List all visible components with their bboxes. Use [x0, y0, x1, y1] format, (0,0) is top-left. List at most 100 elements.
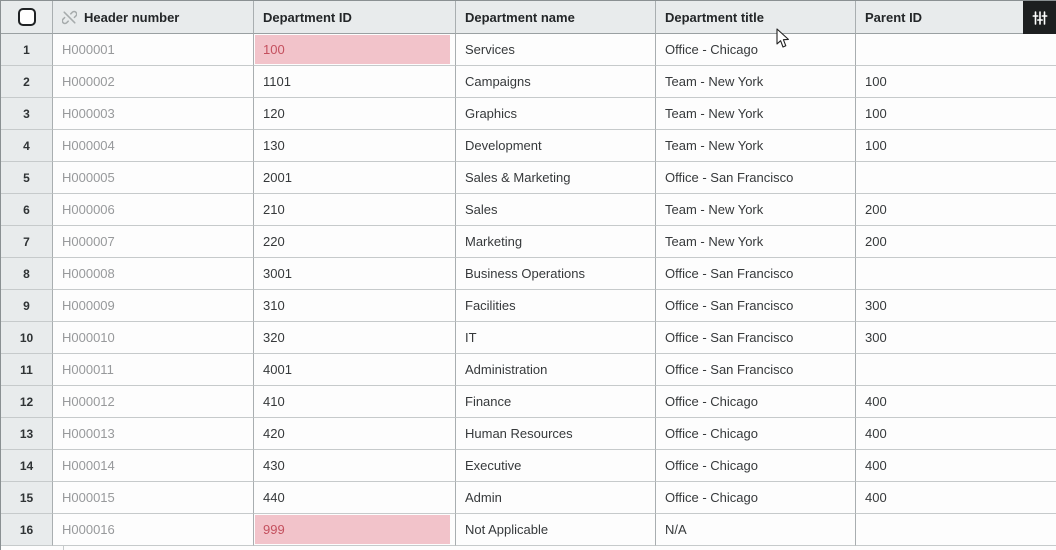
cell-department-name[interactable]: Executive [456, 450, 656, 482]
cell-header-number[interactable]: H000001 [53, 34, 254, 66]
cell-parent-id[interactable]: 400 [856, 450, 1056, 482]
column-header-department-name[interactable]: Department name [456, 1, 656, 34]
cell-department-title[interactable]: Office - San Francisco [656, 322, 856, 354]
select-all-checkbox[interactable] [17, 8, 36, 26]
cell-department-id[interactable]: 440 [254, 482, 456, 514]
cell-header-number[interactable]: H000012 [53, 386, 254, 418]
cell-department-id[interactable]: 2001 [254, 162, 456, 194]
cell-department-name[interactable]: IT [456, 322, 656, 354]
cell-department-title[interactable]: Team - New York [656, 66, 856, 98]
cell-department-id[interactable]: 100 [254, 34, 456, 66]
cell-department-name[interactable]: Facilities [456, 290, 656, 322]
cell-department-id[interactable]: 3001 [254, 258, 456, 290]
cell-department-id[interactable]: 4001 [254, 354, 456, 386]
cell-department-id[interactable]: 120 [254, 98, 456, 130]
column-header-department-id[interactable]: Department ID [254, 1, 456, 34]
row-number[interactable]: 16 [1, 514, 53, 546]
cell-department-id[interactable]: 999 [254, 514, 456, 546]
cell-parent-id[interactable]: 300 [856, 290, 1056, 322]
cell-department-id[interactable]: 310 [254, 290, 456, 322]
cell-department-id[interactable]: 210 [254, 194, 456, 226]
cell-header-number[interactable]: H000004 [53, 130, 254, 162]
cell-parent-id[interactable]: 200 [856, 226, 1056, 258]
cell-header-number[interactable]: H000011 [53, 354, 254, 386]
cell-header-number[interactable]: H000015 [53, 482, 254, 514]
row-number[interactable]: 4 [1, 130, 53, 162]
cell-department-name[interactable]: Sales & Marketing [456, 162, 656, 194]
row-number[interactable]: 11 [1, 354, 53, 386]
cell-parent-id[interactable] [856, 258, 1056, 290]
cell-department-title[interactable]: Office - San Francisco [656, 290, 856, 322]
cell-header-number[interactable]: H000003 [53, 98, 254, 130]
cell-department-title[interactable]: Office - Chicago [656, 450, 856, 482]
cell-parent-id[interactable]: 300 [856, 322, 1056, 354]
cell-department-name[interactable]: Not Applicable [456, 514, 656, 546]
cell-department-title[interactable]: N/A [656, 514, 856, 546]
cell-department-name[interactable]: Business Operations [456, 258, 656, 290]
row-number[interactable]: 1 [1, 34, 53, 66]
cell-department-name[interactable]: Administration [456, 354, 656, 386]
cell-header-number[interactable]: H000002 [53, 66, 254, 98]
cell-parent-id[interactable]: 400 [856, 386, 1056, 418]
cell-department-id[interactable]: 410 [254, 386, 456, 418]
cell-header-number[interactable]: H000016 [53, 514, 254, 546]
cell-department-name[interactable]: Campaigns [456, 66, 656, 98]
cell-parent-id[interactable]: 400 [856, 418, 1056, 450]
cell-department-name[interactable]: Admin [456, 482, 656, 514]
cell-department-name[interactable]: Graphics [456, 98, 656, 130]
cell-department-title[interactable]: Team - New York [656, 226, 856, 258]
row-number[interactable]: 7 [1, 226, 53, 258]
cell-department-title[interactable]: Office - Chicago [656, 482, 856, 514]
cell-department-id[interactable]: 420 [254, 418, 456, 450]
row-number[interactable]: 13 [1, 418, 53, 450]
row-number[interactable]: 2 [1, 66, 53, 98]
cell-department-title[interactable]: Team - New York [656, 130, 856, 162]
row-number[interactable]: 10 [1, 322, 53, 354]
row-number[interactable]: 8 [1, 258, 53, 290]
cell-department-name[interactable]: Sales [456, 194, 656, 226]
row-number[interactable]: 12 [1, 386, 53, 418]
cell-department-title[interactable]: Office - Chicago [656, 34, 856, 66]
row-number[interactable]: 6 [1, 194, 53, 226]
cell-department-name[interactable]: Services [456, 34, 656, 66]
cell-department-title[interactable]: Office - San Francisco [656, 258, 856, 290]
cell-header-number[interactable]: H000009 [53, 290, 254, 322]
cell-department-title[interactable]: Team - New York [656, 194, 856, 226]
cell-header-number[interactable]: H000014 [53, 450, 254, 482]
cell-department-id[interactable]: 220 [254, 226, 456, 258]
column-settings-button[interactable] [1023, 1, 1056, 34]
row-number[interactable]: 15 [1, 482, 53, 514]
cell-department-name[interactable]: Human Resources [456, 418, 656, 450]
row-number[interactable]: 9 [1, 290, 53, 322]
cell-department-title[interactable]: Office - Chicago [656, 418, 856, 450]
column-header-parent-id[interactable]: Parent ID [856, 1, 1056, 34]
cell-header-number[interactable]: H000008 [53, 258, 254, 290]
column-header-department-title[interactable]: Department title [656, 1, 856, 34]
cell-parent-id[interactable] [856, 162, 1056, 194]
cell-department-title[interactable]: Team - New York [656, 98, 856, 130]
cell-department-title[interactable]: Office - Chicago [656, 386, 856, 418]
cell-department-id[interactable]: 430 [254, 450, 456, 482]
cell-department-name[interactable]: Finance [456, 386, 656, 418]
cell-header-number[interactable]: H000013 [53, 418, 254, 450]
cell-header-number[interactable]: H000006 [53, 194, 254, 226]
row-number[interactable]: 5 [1, 162, 53, 194]
column-header-header-number[interactable]: Header number [53, 1, 254, 34]
cell-parent-id[interactable]: 100 [856, 66, 1056, 98]
cell-header-number[interactable]: H000010 [53, 322, 254, 354]
cell-department-name[interactable]: Marketing [456, 226, 656, 258]
cell-parent-id[interactable]: 100 [856, 98, 1056, 130]
cell-parent-id[interactable] [856, 514, 1056, 546]
cell-department-id[interactable]: 130 [254, 130, 456, 162]
cell-department-id[interactable]: 320 [254, 322, 456, 354]
cell-parent-id[interactable]: 200 [856, 194, 1056, 226]
row-number[interactable]: 3 [1, 98, 53, 130]
cell-parent-id[interactable]: 100 [856, 130, 1056, 162]
cell-header-number[interactable]: H000007 [53, 226, 254, 258]
cell-department-name[interactable]: Development [456, 130, 656, 162]
cell-parent-id[interactable] [856, 354, 1056, 386]
cell-department-title[interactable]: Office - San Francisco [656, 162, 856, 194]
cell-parent-id[interactable] [856, 34, 1056, 66]
cell-department-title[interactable]: Office - San Francisco [656, 354, 856, 386]
cell-department-id[interactable]: 1101 [254, 66, 456, 98]
